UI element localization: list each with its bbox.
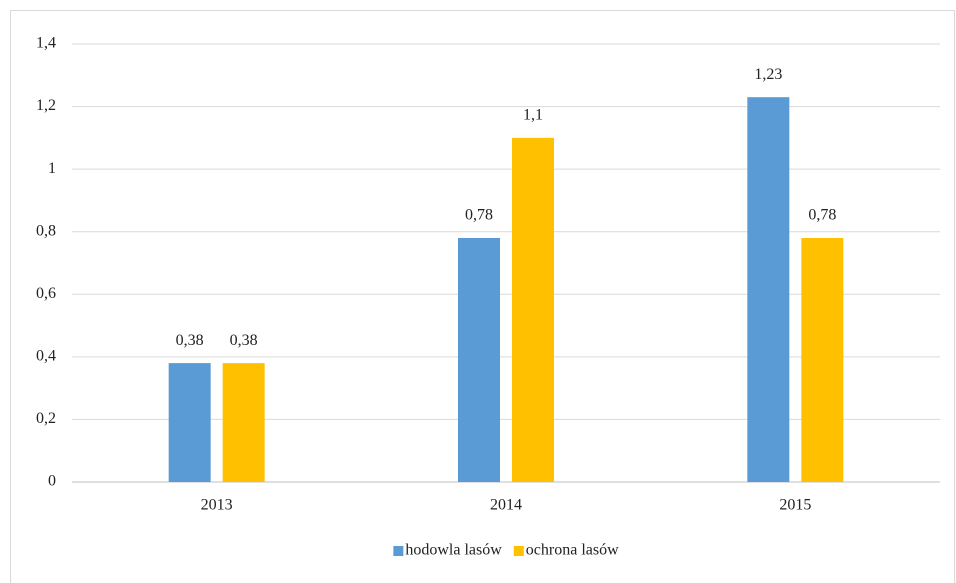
bar [801, 237, 844, 482]
y-tick-label: 0,2 [36, 410, 56, 427]
y-tick-label: 1 [48, 160, 56, 177]
y-tick-label: 0,8 [36, 222, 56, 239]
bar [512, 137, 554, 482]
legend-item: ochrona lasów [513, 542, 619, 559]
bar [747, 97, 790, 482]
chart-border [10, 10, 955, 583]
y-tick-label: 1,2 [36, 97, 56, 114]
legend-label: ochrona lasów [526, 542, 619, 559]
data-label: 1,23 [754, 66, 782, 83]
y-tick-label: 1,4 [36, 35, 56, 52]
bar [458, 237, 500, 482]
data-label: 1,1 [523, 107, 543, 124]
x-tick-label: 2015 [779, 497, 811, 514]
data-label: 0,38 [230, 332, 258, 349]
legend-swatch [393, 546, 404, 556]
y-tick-label: 0,4 [36, 348, 56, 365]
x-tick-label: 2014 [490, 497, 522, 514]
y-tick-label: 0,6 [36, 285, 56, 302]
y-tick-label: 0 [48, 473, 56, 490]
data-label: 0,78 [465, 207, 493, 224]
x-tick-label: 2013 [201, 497, 233, 514]
bar [222, 363, 265, 482]
data-label: 0,38 [176, 332, 204, 349]
legend-label: hodowla lasów [405, 542, 502, 559]
data-label: 0,78 [808, 207, 836, 224]
legend-item: hodowla lasów [393, 542, 502, 559]
legend-swatch [513, 546, 524, 556]
bar [168, 363, 211, 482]
